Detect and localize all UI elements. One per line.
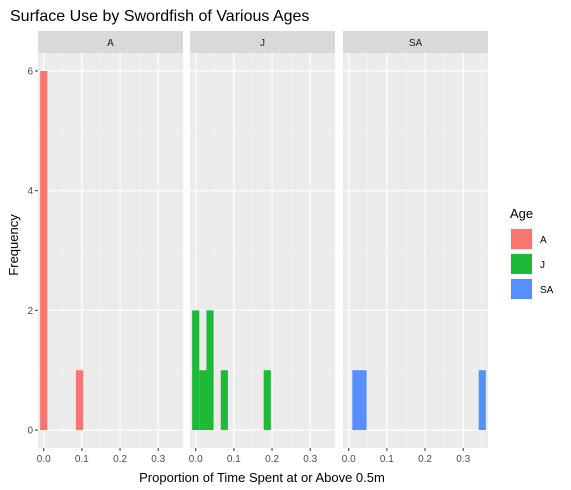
histogram-bar xyxy=(220,370,228,431)
facet-strip-label: SA xyxy=(409,38,423,49)
facet-panel-j: J 0.0 0.1 0.2 0.3 xyxy=(189,31,335,465)
x-tick-label: 0.3 xyxy=(151,454,165,465)
legend: Age A J SA xyxy=(510,206,554,300)
x-tick-label: 0.2 xyxy=(418,454,432,465)
histogram-bar xyxy=(478,370,486,431)
x-tick-label: 0.3 xyxy=(303,454,317,465)
histogram-bar xyxy=(263,370,271,431)
legend-entry: SA xyxy=(510,278,554,300)
facet-strip xyxy=(190,31,335,53)
y-tick-label: 4 xyxy=(27,186,33,197)
legend-entry: A xyxy=(510,228,547,250)
legend-swatch xyxy=(511,254,532,274)
x-tick-label: 0.2 xyxy=(265,454,279,465)
legend-entry: J xyxy=(510,253,545,275)
x-axis-title: Proportion of Time Spent at or Above 0.5… xyxy=(139,470,385,485)
histogram-bar xyxy=(359,370,367,431)
legend-entries: A J SA xyxy=(510,228,554,300)
y-axis-title: Frequency xyxy=(6,214,21,276)
legend-title: Age xyxy=(510,206,533,221)
legend-swatch xyxy=(511,279,532,299)
x-tick-label: 0.0 xyxy=(189,454,203,465)
legend-label: SA xyxy=(540,285,554,296)
x-tick-label: 0.1 xyxy=(75,454,89,465)
facet-strip-label: A xyxy=(107,38,114,49)
histogram-bar xyxy=(206,310,214,431)
facet-strip xyxy=(38,31,183,53)
facet-panel-a: A 0.0 0.1 0.2 0.3 xyxy=(37,31,183,465)
legend-label: J xyxy=(540,260,545,271)
histogram-bar xyxy=(352,370,360,431)
x-tick-label: 0.0 xyxy=(342,454,356,465)
y-tick-label: 2 xyxy=(27,306,33,317)
x-tick-label: 0.1 xyxy=(380,454,394,465)
histogram-bar xyxy=(199,370,207,431)
legend-label: A xyxy=(540,235,547,246)
x-tick-label: 0.3 xyxy=(456,454,470,465)
y-tick-label: 0 xyxy=(27,426,33,437)
facet-strip xyxy=(343,31,488,53)
facet-panels: A 0.0 0.1 0.2 0.3 J 0.0 0.1 0.2 0.3 SA 0.0 0.1 0.2 0.3 xyxy=(37,31,488,465)
legend-swatch xyxy=(511,229,532,249)
x-tick-label: 0.2 xyxy=(113,454,127,465)
histogram-bar xyxy=(40,70,48,431)
facet-panel-sa: SA 0.0 0.1 0.2 0.3 xyxy=(342,31,488,465)
x-tick-label: 0.0 xyxy=(37,454,51,465)
histogram-bar xyxy=(75,370,84,431)
x-tick-label: 0.1 xyxy=(227,454,241,465)
y-tick-label: 6 xyxy=(27,66,33,77)
facet-strip-label: J xyxy=(260,38,265,49)
chart-title: Surface Use by Swordfish of Various Ages xyxy=(10,8,309,25)
histogram-bar xyxy=(192,310,200,431)
